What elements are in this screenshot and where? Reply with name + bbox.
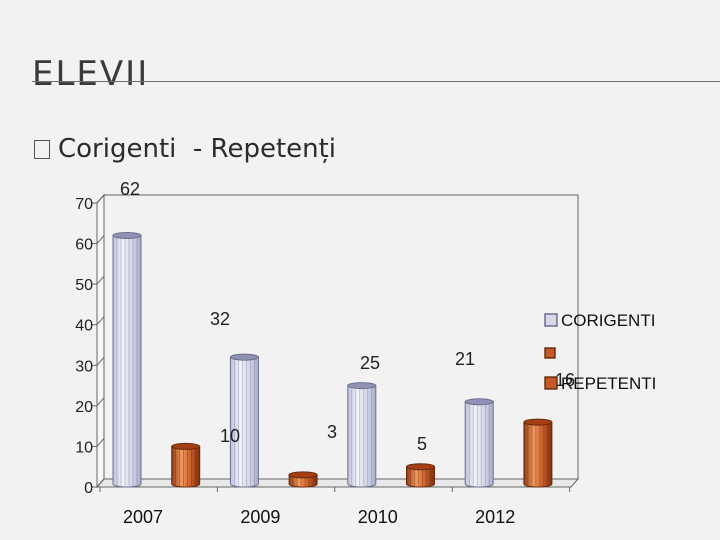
x-tick-label: 2010 (358, 507, 398, 527)
y-tick-depth (96, 235, 105, 244)
data-label: 3 (327, 422, 337, 442)
legend-swatch (544, 313, 558, 327)
y-tick-label: 40 (75, 318, 93, 335)
y-tick-depth (96, 438, 105, 447)
bar (523, 421, 553, 488)
x-tick-label: 2009 (240, 507, 280, 527)
checkbox-bullet-icon (34, 139, 50, 159)
x-tick-label: 2012 (475, 507, 515, 527)
floor (95, 478, 580, 488)
data-label: 10 (220, 426, 240, 446)
bar-top (229, 353, 259, 361)
bar (112, 234, 142, 488)
y-tick-depth (96, 194, 105, 204)
y-tick-depth (96, 275, 105, 285)
bar (229, 356, 259, 488)
back-wall (103, 194, 579, 480)
legend-swatch (544, 376, 558, 390)
bar (464, 401, 494, 488)
y-tick-depth (96, 316, 105, 326)
legend-label: CORIGENTI (561, 311, 655, 330)
y-tick-depth (96, 397, 105, 407)
legend-marker (544, 347, 556, 359)
x-tick-label: 2007 (123, 507, 163, 527)
y-tick-label: 70 (75, 196, 93, 213)
data-label: 25 (360, 353, 380, 373)
y-tick-label: 60 (75, 237, 93, 254)
bar-top (288, 471, 318, 479)
bar-top (406, 463, 435, 471)
data-label: 16 (555, 370, 575, 390)
slide-title: ELEVII (32, 54, 150, 94)
legend-label: REPETENTI (561, 374, 656, 393)
bar-top (523, 418, 553, 426)
y-tick-label: 20 (75, 399, 93, 416)
title-underline (32, 81, 720, 82)
data-label: 5 (417, 434, 427, 454)
y-tick-label: 10 (75, 439, 93, 456)
bar (347, 385, 377, 488)
data-label: 62 (120, 179, 140, 199)
bar (171, 445, 201, 488)
y-tick-depth (96, 356, 105, 366)
bar (406, 466, 435, 488)
bar-top (112, 231, 142, 239)
data-label: 21 (455, 349, 475, 369)
bullet-text: Corigenti - Repetenți (58, 134, 337, 164)
y-tick-label: 30 (75, 358, 93, 375)
bullet-item: Corigenti - Repetenți (34, 134, 336, 164)
bar-top (347, 382, 377, 390)
y-tick-depth (96, 478, 105, 488)
bar-top (171, 442, 201, 450)
side-wall (96, 193, 105, 489)
data-label: 32 (210, 309, 230, 329)
y-tick-label: 50 (75, 277, 93, 294)
bar-top (464, 398, 494, 406)
y-tick-label: 0 (84, 480, 93, 497)
